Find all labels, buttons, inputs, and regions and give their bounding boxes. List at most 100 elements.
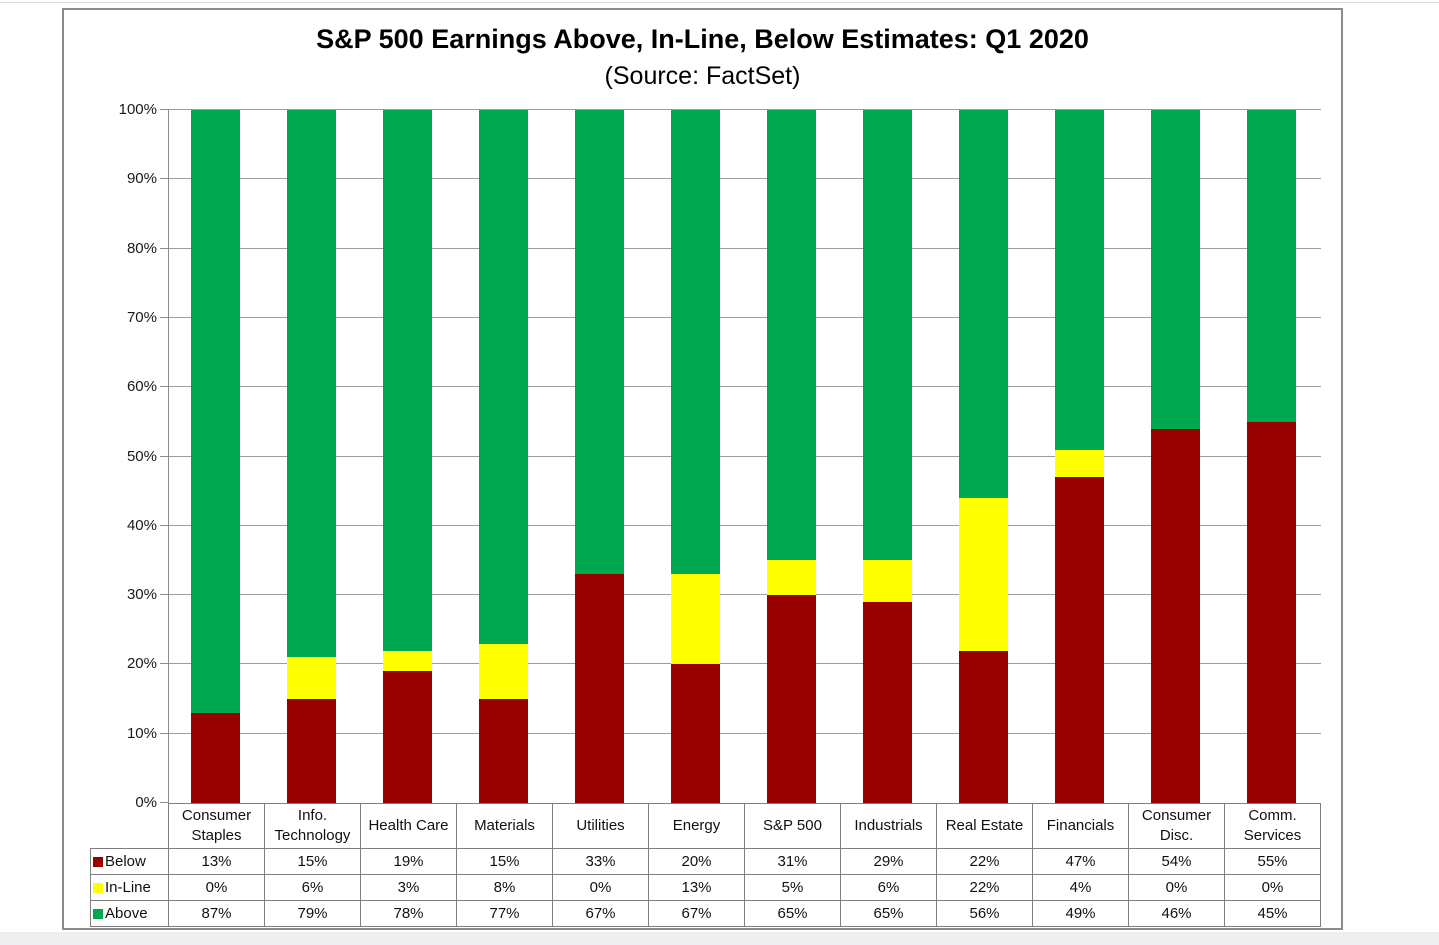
gridline-80%: [169, 247, 1321, 249]
column-header: Energy: [648, 803, 745, 849]
bar-segment-below: [1055, 477, 1104, 803]
column-header: Info. Technology: [264, 803, 361, 849]
y-axis-tick: [160, 802, 169, 803]
bar-segment-below: [479, 699, 528, 803]
bar-segment-below: [671, 664, 720, 803]
table-value-cell: 33%: [552, 848, 649, 875]
table-value-cell: 47%: [1032, 848, 1129, 875]
table-value-cell: 3%: [360, 874, 457, 901]
column-header: Utilities: [552, 803, 649, 849]
table-value-cell: 13%: [648, 874, 745, 901]
table-value-cell: 0%: [168, 874, 265, 901]
table-value-cell: 6%: [264, 874, 361, 901]
legend-row-label: Below: [90, 848, 169, 875]
bar-segment-below: [575, 574, 624, 803]
table-value-cell: 77%: [456, 900, 553, 927]
table-value-cell: 78%: [360, 900, 457, 927]
table-value-cell: 22%: [936, 874, 1033, 901]
bar-segment-in-line: [479, 643, 528, 700]
y-axis-tick: [160, 732, 169, 734]
gridline-60%: [169, 386, 1321, 388]
table-value-cell: 45%: [1224, 900, 1321, 927]
bar-segment-below: [287, 699, 336, 803]
stacked-bar: [1151, 110, 1200, 803]
table-value-cell: 56%: [936, 900, 1033, 927]
bar-segment-above: [863, 110, 912, 561]
stacked-bar: [575, 110, 624, 803]
y-axis-tick-label: 60%: [126, 378, 157, 396]
column-header: Industrials: [840, 803, 937, 849]
page-top-rule: [0, 2, 1439, 3]
stacked-bar: [191, 110, 240, 803]
gridline-70%: [169, 316, 1321, 318]
y-axis-tick-label: 0%: [135, 794, 157, 811]
bar-segment-below: [959, 650, 1008, 803]
table-value-cell: 65%: [744, 900, 841, 927]
legend-swatch: [93, 909, 103, 919]
table-value-cell: 15%: [456, 848, 553, 875]
y-axis-tick-label: 10%: [126, 724, 157, 742]
table-value-cell: 0%: [1128, 874, 1225, 901]
legend-row-label: Above: [90, 900, 169, 927]
y-axis-tick-label: 80%: [126, 239, 157, 257]
table-value-cell: 20%: [648, 848, 745, 875]
table-value-cell: 67%: [648, 900, 745, 927]
bar-segment-above: [287, 110, 336, 658]
table-value-cell: 19%: [360, 848, 457, 875]
table-value-cell: 55%: [1224, 848, 1321, 875]
bar-segment-in-line: [959, 498, 1008, 651]
y-axis-tick: [160, 524, 169, 526]
y-axis-tick-label: 100%: [118, 101, 157, 118]
y-axis-tick: [160, 455, 169, 457]
legend-swatch: [93, 857, 103, 867]
table-value-cell: 67%: [552, 900, 649, 927]
chart-frame: S&P 500 Earnings Above, In-Line, Below E…: [62, 8, 1343, 930]
table-value-cell: 49%: [1032, 900, 1129, 927]
bar-segment-in-line: [671, 574, 720, 665]
table-value-cell: 22%: [936, 848, 1033, 875]
table-value-cell: 8%: [456, 874, 553, 901]
stacked-bar: [671, 110, 720, 803]
column-header: Consumer Staples: [168, 803, 265, 849]
bar-segment-in-line: [383, 650, 432, 672]
bar-segment-in-line: [767, 560, 816, 596]
table-value-cell: 65%: [840, 900, 937, 927]
table-value-cell: 54%: [1128, 848, 1225, 875]
column-header: Consumer Disc.: [1128, 803, 1225, 849]
table-value-cell: 6%: [840, 874, 937, 901]
data-table: Consumer Staples Info. Technology Health C…: [90, 803, 1321, 927]
legend-row-label: In-Line: [90, 874, 169, 901]
chart-title: S&P 500 Earnings Above, In-Line, Below E…: [316, 24, 1089, 54]
chart-subtitle: (Source: FactSet): [604, 62, 801, 90]
bar-segment-in-line: [863, 560, 912, 603]
table-value-cell: 4%: [1032, 874, 1129, 901]
bar-segment-above: [767, 110, 816, 561]
table-value-cell: 5%: [744, 874, 841, 901]
column-header: Materials: [456, 803, 553, 849]
y-axis-tick-label: 30%: [126, 586, 157, 604]
bar-segment-below: [191, 712, 240, 803]
stacked-bar: [479, 110, 528, 803]
stacked-bar: [767, 110, 816, 803]
bar-segment-in-line: [287, 657, 336, 700]
bar-segment-below: [383, 671, 432, 803]
stacked-bar: [1247, 110, 1296, 803]
table-value-cell: 87%: [168, 900, 265, 927]
column-header: Comm. Services: [1224, 803, 1321, 849]
gridline-10%: [169, 732, 1321, 734]
y-axis-tick-label: 90%: [126, 170, 157, 188]
column-header: Financials: [1032, 803, 1129, 849]
y-axis-tick: [160, 663, 169, 665]
table-value-cell: 46%: [1128, 900, 1225, 927]
y-axis-tick-label: 50%: [126, 447, 157, 465]
gridline-100%: [169, 109, 1321, 110]
page-margin-bottom: [0, 932, 1439, 945]
y-axis-tick: [160, 109, 169, 110]
bar-segment-in-line: [1055, 449, 1104, 478]
bar-segment-above: [479, 110, 528, 644]
gridline-20%: [169, 663, 1321, 665]
bar-segment-above: [383, 110, 432, 651]
stacked-bar: [959, 110, 1008, 803]
bar-segment-above: [671, 110, 720, 575]
y-axis-tick: [160, 178, 169, 180]
